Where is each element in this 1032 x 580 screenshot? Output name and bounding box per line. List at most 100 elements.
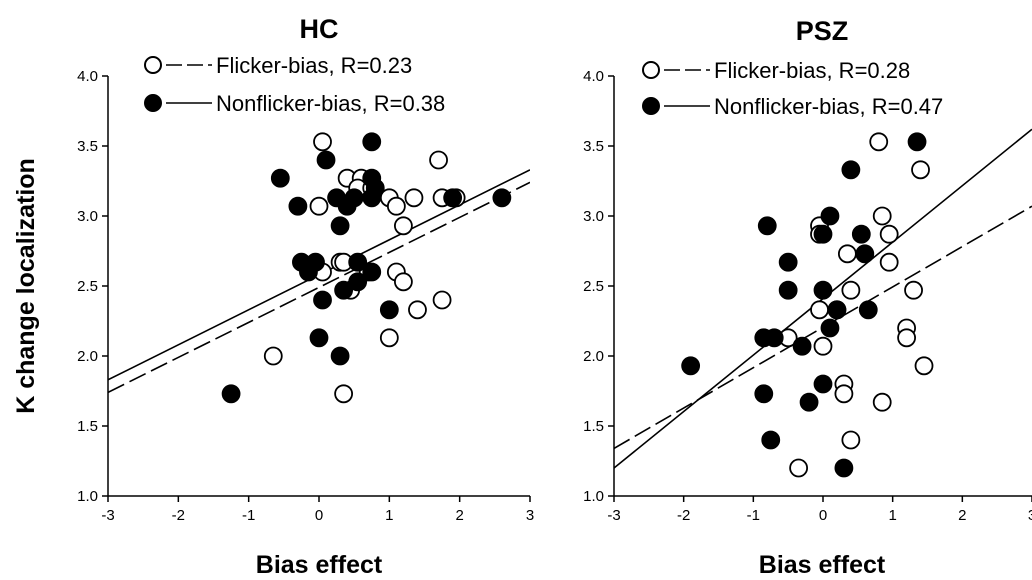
data-point-filled	[764, 328, 784, 348]
y-tick-label: 4.0	[77, 68, 98, 85]
y-tick-label: 3.0	[77, 208, 98, 225]
data-point-filled	[221, 384, 241, 404]
data-point-filled	[778, 252, 798, 272]
data-point-open	[879, 224, 899, 244]
data-point-filled	[813, 374, 833, 394]
data-point-filled	[348, 272, 368, 292]
x-tick-label: 3	[526, 507, 534, 524]
data-point-filled	[792, 336, 812, 356]
legend-label-nonflicker-psz: Nonflicker-bias, R=0.47	[714, 94, 943, 119]
y-tick-label: 1.0	[583, 488, 604, 505]
data-point-filled	[330, 346, 350, 366]
x-tick-label: 1	[385, 507, 393, 524]
data-point-filled	[841, 160, 861, 180]
data-point-filled	[299, 262, 318, 282]
x-tick-label: 0	[819, 507, 827, 524]
data-point-open	[309, 196, 329, 216]
data-point-filled	[799, 392, 819, 412]
data-point-filled	[270, 168, 290, 188]
x-tick-label: 2	[958, 507, 966, 524]
legend-marker-open-circle	[144, 56, 162, 74]
x-axis-label-hc: Bias effect	[256, 551, 383, 579]
data-point-open	[869, 132, 889, 152]
data-point-open	[334, 384, 354, 404]
data-point-filled	[309, 328, 329, 348]
y-tick-label: 2.5	[583, 278, 604, 295]
y-tick-label: 2.0	[583, 348, 604, 365]
x-tick-label: 3	[1028, 507, 1032, 524]
data-point-filled	[313, 290, 332, 310]
data-point-filled	[348, 252, 368, 272]
data-point-filled	[834, 458, 854, 478]
data-point-filled	[858, 300, 878, 320]
data-point-filled	[813, 280, 833, 300]
legend-item-nonflicker-psz: Nonflicker-bias, R=0.47	[642, 94, 943, 119]
data-point-open	[386, 196, 406, 216]
data-point-open	[408, 300, 427, 320]
y-tick-label: 1.0	[77, 488, 98, 505]
data-point-open	[837, 244, 857, 264]
panel-psz: PSZ Bias effect 1.0 1.5 2.0 2.5 3.0 3.5 4.0 -3 -…	[583, 16, 1032, 579]
data-point-open	[841, 430, 861, 450]
y-tick-label: 1.5	[77, 418, 98, 435]
y-tick-label: 3.5	[583, 138, 604, 155]
data-point-open	[904, 280, 923, 300]
x-axis-label-psz: Bias effect	[759, 551, 886, 579]
y-tick-label: 3.0	[583, 208, 604, 225]
chart-title-psz: PSZ	[796, 16, 849, 46]
x-tick-label: 0	[315, 507, 323, 524]
legend-item-flicker-psz: Flicker-bias, R=0.28	[642, 58, 910, 83]
legend-marker-filled-circle	[144, 94, 162, 112]
x-tick-label: 2	[455, 507, 463, 524]
y-tick-label: 1.5	[583, 418, 604, 435]
data-point-filled	[379, 300, 399, 320]
data-point-open	[263, 346, 283, 366]
legend-psz: Flicker-bias, R=0.28 Nonflicker-bias, R=…	[642, 58, 943, 119]
x-tick-label: -1	[747, 507, 760, 524]
data-point-filled	[288, 196, 308, 216]
data-point-open	[872, 392, 892, 412]
data-point-filled	[362, 188, 382, 208]
legend-marker-filled-circle	[642, 97, 660, 115]
data-point-open	[404, 188, 424, 208]
x-tick-label: -3	[607, 507, 620, 524]
y-tick-label: 3.5	[77, 138, 98, 155]
data-point-open	[432, 290, 452, 310]
legend-marker-open-circle	[642, 61, 660, 79]
data-point-open	[834, 384, 854, 404]
data-point-open	[872, 206, 892, 226]
panel-hc: HC Bias effect K change localization 1.0…	[12, 14, 534, 579]
data-point-filled	[681, 356, 701, 376]
data-point-open	[393, 216, 413, 236]
chart-title-hc: HC	[300, 14, 339, 44]
data-point-filled	[855, 244, 875, 264]
data-point-filled	[757, 216, 777, 236]
data-point-filled	[330, 216, 350, 236]
legend-label-flicker-psz: Flicker-bias, R=0.28	[714, 58, 910, 83]
x-tick-label: -1	[242, 507, 255, 524]
y-tick-label: 4.0	[583, 68, 604, 85]
legend-label-nonflicker-hc: Nonflicker-bias, R=0.38	[216, 91, 445, 116]
data-point-open	[914, 356, 934, 376]
y-axis-label: K change localization	[12, 158, 40, 414]
data-point-filled	[761, 430, 781, 450]
legend-label-flicker-hc: Flicker-bias, R=0.23	[216, 53, 412, 78]
fit-line-dashed-hc	[108, 181, 530, 394]
data-point-open	[313, 132, 332, 152]
data-point-open	[911, 160, 930, 180]
data-point-open	[879, 252, 899, 272]
data-point-filled	[820, 318, 840, 338]
data-point-filled	[362, 262, 382, 282]
data-point-open	[897, 328, 916, 348]
data-point-filled	[827, 300, 847, 320]
data-point-open	[429, 150, 448, 170]
data-point-filled	[492, 188, 512, 208]
data-point-open	[813, 336, 833, 356]
data-point-filled	[754, 384, 774, 404]
legend-item-nonflicker-hc: Nonflicker-bias, R=0.38	[144, 91, 445, 116]
data-point-open	[810, 300, 829, 320]
x-tick-label: -3	[101, 507, 114, 524]
data-point-filled	[813, 224, 833, 244]
x-tick-label: -2	[677, 507, 690, 524]
